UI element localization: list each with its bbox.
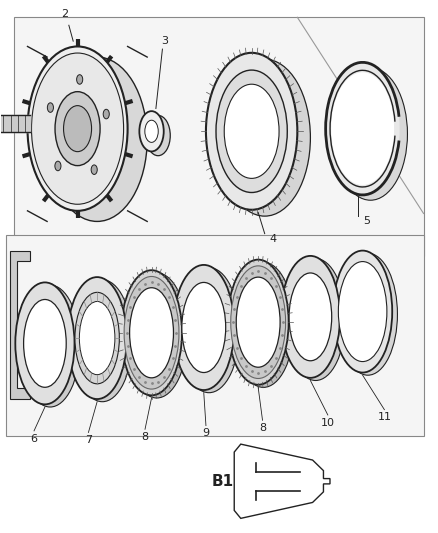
- Ellipse shape: [67, 277, 127, 399]
- Ellipse shape: [173, 265, 234, 390]
- Ellipse shape: [55, 92, 100, 166]
- Text: 5: 5: [364, 216, 371, 226]
- Ellipse shape: [224, 84, 279, 179]
- Ellipse shape: [91, 165, 97, 174]
- Ellipse shape: [333, 68, 407, 200]
- Text: 6: 6: [31, 433, 38, 443]
- Ellipse shape: [47, 103, 53, 112]
- Polygon shape: [6, 235, 424, 436]
- Text: 2: 2: [61, 9, 68, 19]
- Ellipse shape: [79, 302, 115, 375]
- Ellipse shape: [236, 277, 280, 367]
- Ellipse shape: [21, 285, 80, 407]
- Ellipse shape: [325, 62, 399, 195]
- Polygon shape: [14, 17, 424, 256]
- Ellipse shape: [179, 268, 240, 393]
- Text: 8: 8: [259, 423, 266, 433]
- Ellipse shape: [103, 109, 110, 119]
- Ellipse shape: [206, 53, 297, 210]
- Ellipse shape: [331, 72, 394, 185]
- Ellipse shape: [286, 259, 345, 381]
- Ellipse shape: [228, 260, 289, 385]
- Text: B1: B1: [212, 474, 234, 489]
- Ellipse shape: [333, 251, 392, 373]
- Text: 11: 11: [378, 413, 392, 422]
- Ellipse shape: [139, 111, 164, 151]
- Ellipse shape: [231, 266, 286, 378]
- Text: 7: 7: [85, 435, 92, 445]
- Ellipse shape: [64, 106, 92, 152]
- Text: 9: 9: [202, 428, 209, 438]
- Ellipse shape: [47, 57, 147, 221]
- Text: 8: 8: [141, 432, 148, 442]
- Text: 4: 4: [270, 233, 277, 244]
- Ellipse shape: [289, 273, 332, 361]
- Ellipse shape: [77, 75, 83, 84]
- Ellipse shape: [343, 272, 382, 351]
- Ellipse shape: [233, 262, 294, 387]
- Ellipse shape: [73, 280, 132, 402]
- Text: 10: 10: [321, 418, 335, 427]
- Ellipse shape: [28, 46, 127, 211]
- Ellipse shape: [130, 288, 173, 378]
- Ellipse shape: [121, 270, 182, 395]
- Ellipse shape: [75, 292, 119, 384]
- Ellipse shape: [219, 59, 311, 216]
- Ellipse shape: [338, 253, 397, 375]
- Ellipse shape: [124, 277, 179, 389]
- Ellipse shape: [32, 53, 124, 204]
- Ellipse shape: [24, 300, 66, 387]
- Ellipse shape: [182, 282, 226, 373]
- Text: 3: 3: [161, 36, 168, 46]
- Polygon shape: [10, 251, 30, 399]
- Ellipse shape: [55, 161, 61, 171]
- Polygon shape: [234, 444, 330, 519]
- Ellipse shape: [146, 115, 170, 156]
- Ellipse shape: [339, 262, 387, 361]
- Ellipse shape: [126, 273, 187, 398]
- Ellipse shape: [145, 120, 158, 142]
- Ellipse shape: [15, 282, 74, 405]
- Ellipse shape: [216, 70, 287, 192]
- Ellipse shape: [281, 256, 340, 378]
